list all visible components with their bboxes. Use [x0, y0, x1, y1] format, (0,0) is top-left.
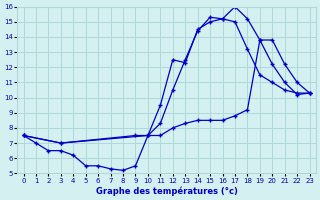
- X-axis label: Graphe des températures (°c): Graphe des températures (°c): [96, 186, 237, 196]
